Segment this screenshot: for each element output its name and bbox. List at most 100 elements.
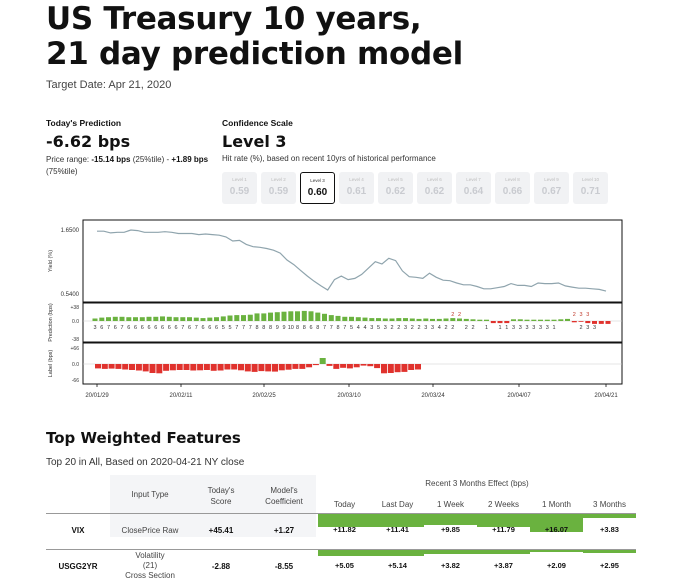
- prediction-tick-bottom: -38: [72, 337, 79, 343]
- label-bar: [115, 364, 122, 369]
- prediction-bar: [389, 318, 395, 321]
- prediction-bar: [166, 316, 172, 321]
- prediction-bar-label: 5: [377, 325, 380, 331]
- range-high-note: (75%tile): [46, 167, 78, 176]
- prediction-bar: [605, 321, 611, 324]
- label-bar: [176, 364, 183, 370]
- prediction-bar-label: 5: [222, 325, 225, 331]
- prediction-bar-label: 8: [303, 325, 306, 331]
- effect-bar: [424, 550, 477, 555]
- prediction-bar-label: 7: [330, 325, 333, 331]
- level-value: 0.59: [229, 186, 250, 197]
- label-bar: [163, 364, 170, 371]
- level-name: Level 2: [271, 177, 286, 182]
- prediction-bar-label: 4: [438, 325, 441, 331]
- prediction-bar-label: 5: [350, 325, 353, 331]
- prediction-bar-label: 3: [532, 325, 535, 331]
- prediction-bar: [565, 318, 570, 321]
- label-bar: [231, 364, 238, 370]
- label-bar: [265, 364, 272, 372]
- range-prefix: Price range:: [46, 155, 92, 164]
- panel-frame-2: [82, 302, 623, 343]
- effect-col-header: 2 Weeks: [488, 500, 519, 509]
- prediction-bar-label-above: 2: [573, 312, 576, 318]
- label-bar: [340, 364, 347, 368]
- prediction-bar-label: 3: [404, 325, 407, 331]
- label-bar: [108, 364, 115, 369]
- prediction-bar: [274, 312, 280, 321]
- effect-bar: [371, 550, 424, 556]
- prediction-bar-label: 3: [539, 325, 542, 331]
- prediction-bar: [99, 317, 105, 321]
- prediction-bar-label: 3: [370, 325, 373, 331]
- prediction-bar: [139, 317, 145, 321]
- prediction-bar-label: 7: [242, 325, 245, 331]
- prediction-bar: [180, 317, 186, 321]
- prediction-bar: [571, 321, 577, 323]
- effect-value: +3.87: [494, 561, 513, 570]
- prediction-bar: [153, 316, 159, 321]
- prediction-bar-label: 3: [384, 325, 387, 331]
- x-tick-label: 20/04/07: [507, 393, 531, 399]
- label-bar: [285, 364, 292, 370]
- prediction-bar: [187, 317, 192, 321]
- prediction-block: Today's Prediction -6.62 bps Price range…: [46, 118, 216, 178]
- level-name: Level 1: [232, 177, 247, 182]
- label-tick-bottom: -66: [72, 378, 79, 384]
- effect-value: +5.14: [388, 561, 407, 570]
- prediction-bar-label: 1: [498, 325, 501, 331]
- effect-bar: [477, 550, 530, 555]
- confidence-level: Level 3: [222, 132, 287, 151]
- prediction-bar-label: 6: [309, 325, 312, 331]
- prediction-bar-label: 5: [228, 325, 231, 331]
- label-bar: [251, 364, 258, 372]
- prediction-bar-label: 2: [390, 325, 393, 331]
- prediction-bar: [308, 311, 314, 321]
- prediction-bar: [328, 315, 334, 321]
- prediction-bar-label: 6: [201, 325, 204, 331]
- prediction-bar-label: 8: [316, 325, 319, 331]
- prediction-bar: [436, 318, 442, 321]
- confidence-level-7: Level 7 0.64: [456, 172, 491, 204]
- confidence-level-8: Level 8 0.66: [495, 172, 530, 204]
- prediction-bar: [382, 318, 388, 321]
- prediction-bar-label: 6: [188, 325, 191, 331]
- feature-input-type: Volatility (21) Cross Section: [125, 551, 175, 580]
- effect-bar: [318, 550, 371, 556]
- level-value: 0.67: [541, 186, 562, 197]
- prediction-bar: [234, 315, 240, 321]
- feature-coefficient: +1.27: [273, 526, 295, 535]
- label-bar: [244, 364, 251, 372]
- effect-bar: [583, 514, 636, 519]
- prediction-bar-label: 8: [296, 325, 299, 331]
- prediction-bar-label: 2: [417, 325, 420, 331]
- effect-value: +11.79: [492, 525, 515, 534]
- prediction-bar: [241, 315, 246, 321]
- effect-bar: [530, 550, 583, 553]
- label-bar: [306, 364, 313, 368]
- level-value: 0.71: [580, 186, 601, 197]
- prediction-bar: [403, 318, 408, 321]
- prediction-bar: [376, 318, 381, 321]
- prediction-bar: [160, 316, 165, 321]
- prediction-bar: [490, 321, 496, 324]
- confidence-level-5: Level 5 0.62: [378, 172, 413, 204]
- effect-col-header: Last Day: [381, 500, 414, 509]
- prediction-bar-label: 6: [141, 325, 144, 331]
- label-bar: [156, 364, 163, 374]
- effect-col-header: 1 Month: [542, 500, 571, 509]
- prediction-bar: [288, 311, 294, 321]
- label-bar: [258, 364, 265, 372]
- effect-value: +2.09: [547, 561, 566, 570]
- prediction-bar: [463, 318, 469, 321]
- prediction-bar-label: 3: [512, 325, 515, 331]
- prediction-bar: [470, 319, 476, 321]
- prediction-bar: [484, 319, 489, 321]
- prediction-bar: [322, 313, 327, 321]
- yield-tick-top: 1.6500: [61, 228, 80, 234]
- effect-bar: [371, 514, 424, 527]
- effect-value: +3.82: [441, 561, 460, 570]
- x-tick-label: 20/02/25: [252, 393, 276, 399]
- panel-frame-1: [82, 219, 623, 303]
- label-bar: [312, 364, 319, 366]
